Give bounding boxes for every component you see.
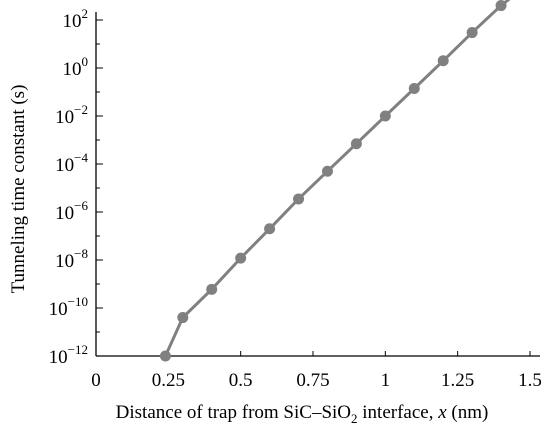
data-point	[321, 165, 333, 177]
data-point	[159, 350, 171, 362]
y-tick-label: 10−12	[49, 342, 88, 368]
x-tick-label: 1.25	[441, 370, 474, 391]
data-point	[264, 223, 276, 235]
data-point	[437, 55, 449, 67]
x-tick-label: 0.75	[296, 370, 329, 391]
data-point	[495, 0, 507, 12]
x-axis-ticks: 0 0.25 0.5 0.75 1 1.25 1.5	[91, 351, 542, 391]
y-tick-label: 10−8	[55, 246, 88, 272]
x-tick-label: 1.5	[518, 370, 542, 391]
data-point	[350, 138, 362, 150]
y-axis-label: Tunneling time constant (s)	[8, 85, 29, 294]
data-point	[408, 82, 420, 94]
y-tick-label: 10−2	[55, 102, 88, 128]
axes	[95, 12, 540, 357]
data-point	[235, 252, 247, 264]
series-line	[164, 0, 511, 357]
data-point	[293, 193, 305, 205]
x-axis-label: Distance of trap from SiC–SiO2 interface…	[116, 402, 489, 426]
x-tick-label: 0.5	[229, 370, 253, 391]
y-tick-label: 10−10	[49, 294, 88, 320]
data-point	[206, 283, 218, 295]
y-axis-ticks: 10−12 10−10 10−8 10−6 10−4 10−2 100 102	[49, 6, 103, 368]
y-tick-label: 10−6	[55, 198, 88, 224]
y-tick-label: 102	[63, 6, 89, 32]
data-point	[177, 312, 189, 324]
data-point	[379, 110, 391, 122]
x-tick-label: 0.25	[152, 370, 185, 391]
data-point	[466, 27, 478, 39]
y-tick-label: 10−4	[55, 150, 88, 176]
x-tick-label: 1	[381, 370, 391, 391]
x-tick-label: 0	[91, 370, 101, 391]
series-group	[159, 0, 511, 362]
y-tick-label: 100	[63, 54, 89, 80]
